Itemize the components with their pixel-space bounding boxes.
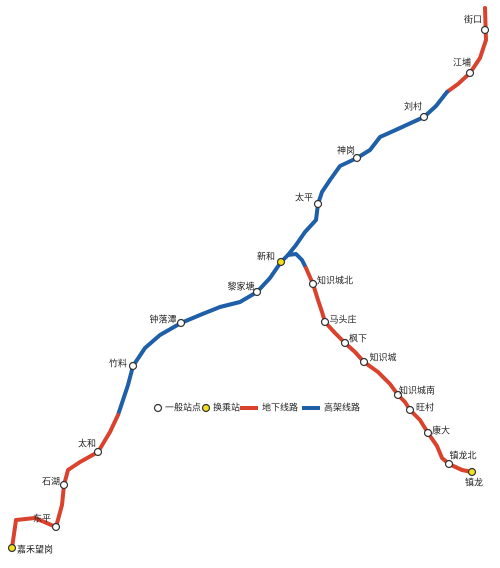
legend: 一般站点 换乘站 地下线路 高架线路 <box>153 402 360 414</box>
station <box>176 318 186 328</box>
elevated-line <box>279 90 449 264</box>
station <box>320 317 330 327</box>
underground-line <box>445 6 488 94</box>
station <box>393 390 403 400</box>
elevated-line <box>116 260 283 417</box>
station <box>340 338 350 348</box>
station <box>405 405 415 415</box>
legend-symbol <box>201 403 211 413</box>
legend-label: 地下线路 <box>262 402 298 414</box>
transfer-station <box>7 543 17 553</box>
station <box>465 68 475 78</box>
station-label: 东平 <box>33 513 51 525</box>
station-label: 黎家塘 <box>227 281 254 293</box>
station-label: 嘉禾望岗 <box>17 544 53 556</box>
station-label: 旺村 <box>416 402 434 414</box>
station <box>419 112 429 122</box>
station-label: 知识城南 <box>399 385 435 397</box>
station <box>359 357 369 367</box>
station <box>308 279 318 289</box>
station-label: 知识城北 <box>317 275 353 287</box>
elevated-line <box>286 252 308 270</box>
stations <box>7 25 490 553</box>
station-label: 新和 <box>257 251 275 263</box>
station <box>313 199 323 209</box>
transfer-station <box>276 257 286 267</box>
station-label: 镇龙 <box>465 477 483 489</box>
station <box>480 25 490 35</box>
station <box>352 153 362 163</box>
station <box>444 459 454 469</box>
underground-line <box>304 266 474 474</box>
legend-label: 一般站点 <box>165 402 201 414</box>
station-label: 石湖 <box>42 477 60 488</box>
station <box>423 428 433 438</box>
legend-label: 换乘站 <box>213 402 240 414</box>
legend-label: 高架线路 <box>324 402 360 414</box>
station-label: 枫下 <box>349 333 367 345</box>
station-label: 镇龙北 <box>449 450 476 462</box>
station-label: 江埔 <box>453 57 471 69</box>
station <box>128 361 138 371</box>
station-label: 马头庄 <box>329 314 356 326</box>
station-label: 太和 <box>78 438 96 450</box>
station-labels: 街口 江埔 刘村 神岗 太平 新和 黎家塘 钟落潭 竹料 太和 石湖 东平 嘉禾… <box>17 14 483 556</box>
transfer-station <box>467 467 477 477</box>
station <box>252 287 262 297</box>
station <box>59 480 69 490</box>
station-label: 街口 <box>464 14 482 26</box>
station-label: 康大 <box>432 425 450 437</box>
station-label: 钟落潭 <box>149 314 176 326</box>
station-label: 刘村 <box>404 101 422 113</box>
station-label: 知识城 <box>369 352 396 364</box>
station <box>93 447 103 457</box>
station <box>51 522 61 532</box>
station-label: 竹料 <box>109 358 127 370</box>
station-label: 太平 <box>295 192 313 204</box>
legend-symbol <box>153 403 163 413</box>
station-label: 神岗 <box>337 145 355 157</box>
